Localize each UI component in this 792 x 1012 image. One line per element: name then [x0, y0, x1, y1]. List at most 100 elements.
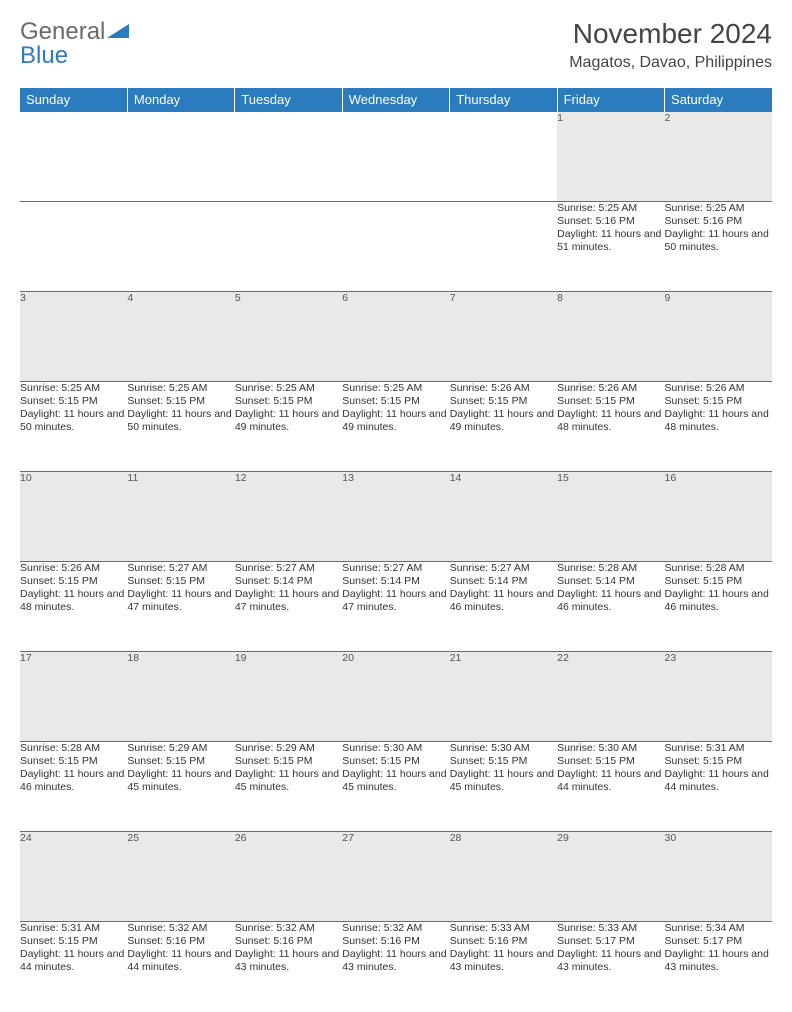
day-number-cell: 5	[235, 292, 342, 382]
sunrise-text: Sunrise: 5:27 AM	[450, 562, 557, 575]
sunrise-text: Sunrise: 5:27 AM	[235, 562, 342, 575]
day-detail: Sunrise: 5:25 AMSunset: 5:15 PMDaylight:…	[127, 382, 234, 435]
day-detail-cell	[20, 202, 127, 292]
daynum-row: 3456789	[20, 292, 772, 382]
day-detail-cell: Sunrise: 5:25 AMSunset: 5:16 PMDaylight:…	[557, 202, 664, 292]
day-detail-cell: Sunrise: 5:25 AMSunset: 5:15 PMDaylight:…	[127, 382, 234, 472]
sunrise-text: Sunrise: 5:32 AM	[342, 922, 449, 935]
daylight-text: Daylight: 11 hours and 47 minutes.	[127, 588, 234, 614]
day-number-cell: 13	[342, 472, 449, 562]
daylight-text: Daylight: 11 hours and 50 minutes.	[665, 228, 772, 254]
day-detail-cell: Sunrise: 5:29 AMSunset: 5:15 PMDaylight:…	[235, 742, 342, 832]
daylight-text: Daylight: 11 hours and 50 minutes.	[127, 408, 234, 434]
daynum-row: 17181920212223	[20, 652, 772, 742]
day-detail-cell: Sunrise: 5:26 AMSunset: 5:15 PMDaylight:…	[20, 562, 127, 652]
sunset-text: Sunset: 5:17 PM	[665, 935, 772, 948]
sunset-text: Sunset: 5:15 PM	[665, 395, 772, 408]
sunset-text: Sunset: 5:16 PM	[450, 935, 557, 948]
brand-part2: Blue	[20, 42, 68, 69]
sunrise-text: Sunrise: 5:25 AM	[665, 202, 772, 215]
day-number-cell: 16	[665, 472, 772, 562]
weekday-header-row: Sunday Monday Tuesday Wednesday Thursday…	[20, 88, 772, 112]
day-detail-cell: Sunrise: 5:33 AMSunset: 5:16 PMDaylight:…	[450, 922, 557, 1012]
day-number-cell: 4	[127, 292, 234, 382]
day-detail-cell: Sunrise: 5:27 AMSunset: 5:14 PMDaylight:…	[450, 562, 557, 652]
daylight-text: Daylight: 11 hours and 45 minutes.	[127, 768, 234, 794]
sunrise-text: Sunrise: 5:34 AM	[665, 922, 772, 935]
daylight-text: Daylight: 11 hours and 48 minutes.	[20, 588, 127, 614]
day-detail-cell: Sunrise: 5:33 AMSunset: 5:17 PMDaylight:…	[557, 922, 664, 1012]
daylight-text: Daylight: 11 hours and 45 minutes.	[342, 768, 449, 794]
day-number-cell: 21	[450, 652, 557, 742]
day-number-cell: 12	[235, 472, 342, 562]
day-detail-cell: Sunrise: 5:25 AMSunset: 5:15 PMDaylight:…	[20, 382, 127, 472]
daylight-text: Daylight: 11 hours and 46 minutes.	[665, 588, 772, 614]
daylight-text: Daylight: 11 hours and 49 minutes.	[235, 408, 342, 434]
day-detail: Sunrise: 5:28 AMSunset: 5:14 PMDaylight:…	[557, 562, 664, 615]
day-detail-cell	[342, 202, 449, 292]
day-detail-cell: Sunrise: 5:27 AMSunset: 5:14 PMDaylight:…	[342, 562, 449, 652]
day-detail: Sunrise: 5:26 AMSunset: 5:15 PMDaylight:…	[665, 382, 772, 435]
day-number-cell: 2	[665, 112, 772, 202]
sunset-text: Sunset: 5:14 PM	[342, 575, 449, 588]
day-number-cell: 26	[235, 832, 342, 922]
sunset-text: Sunset: 5:15 PM	[342, 395, 449, 408]
day-number-cell: 28	[450, 832, 557, 922]
daylight-text: Daylight: 11 hours and 47 minutes.	[235, 588, 342, 614]
dow-thursday: Thursday	[450, 88, 557, 112]
day-number-cell: 9	[665, 292, 772, 382]
daynum-row: 12	[20, 112, 772, 202]
day-number-cell: 3	[20, 292, 127, 382]
day-detail: Sunrise: 5:26 AMSunset: 5:15 PMDaylight:…	[20, 562, 127, 615]
calendar-body: 12Sunrise: 5:25 AMSunset: 5:16 PMDayligh…	[20, 112, 772, 1012]
day-detail: Sunrise: 5:25 AMSunset: 5:15 PMDaylight:…	[342, 382, 449, 435]
day-detail-cell: Sunrise: 5:25 AMSunset: 5:16 PMDaylight:…	[665, 202, 772, 292]
daylight-text: Daylight: 11 hours and 44 minutes.	[20, 948, 127, 974]
day-detail-cell	[235, 202, 342, 292]
dow-friday: Friday	[557, 88, 664, 112]
sunset-text: Sunset: 5:15 PM	[235, 395, 342, 408]
sunset-text: Sunset: 5:14 PM	[235, 575, 342, 588]
sunrise-text: Sunrise: 5:33 AM	[450, 922, 557, 935]
day-detail: Sunrise: 5:28 AMSunset: 5:15 PMDaylight:…	[665, 562, 772, 615]
sunrise-text: Sunrise: 5:25 AM	[557, 202, 664, 215]
sunset-text: Sunset: 5:14 PM	[557, 575, 664, 588]
day-detail-cell: Sunrise: 5:25 AMSunset: 5:15 PMDaylight:…	[342, 382, 449, 472]
sunrise-text: Sunrise: 5:32 AM	[235, 922, 342, 935]
sunrise-text: Sunrise: 5:26 AM	[20, 562, 127, 575]
daynum-row: 24252627282930	[20, 832, 772, 922]
sunset-text: Sunset: 5:16 PM	[127, 935, 234, 948]
sunset-text: Sunset: 5:16 PM	[342, 935, 449, 948]
detail-row: Sunrise: 5:28 AMSunset: 5:15 PMDaylight:…	[20, 742, 772, 832]
sunrise-text: Sunrise: 5:30 AM	[342, 742, 449, 755]
dow-wednesday: Wednesday	[342, 88, 449, 112]
day-number-cell: 1	[557, 112, 664, 202]
brand-part2-wrap: Blue	[20, 42, 68, 70]
day-detail-cell	[127, 202, 234, 292]
logo-triangle-icon	[107, 24, 129, 40]
sunset-text: Sunset: 5:16 PM	[665, 215, 772, 228]
day-detail: Sunrise: 5:32 AMSunset: 5:16 PMDaylight:…	[342, 922, 449, 975]
day-number-cell: 29	[557, 832, 664, 922]
sunset-text: Sunset: 5:15 PM	[342, 755, 449, 768]
sunset-text: Sunset: 5:15 PM	[450, 395, 557, 408]
daylight-text: Daylight: 11 hours and 43 minutes.	[665, 948, 772, 974]
day-detail: Sunrise: 5:32 AMSunset: 5:16 PMDaylight:…	[235, 922, 342, 975]
daylight-text: Daylight: 11 hours and 44 minutes.	[557, 768, 664, 794]
sunrise-text: Sunrise: 5:32 AM	[127, 922, 234, 935]
sunrise-text: Sunrise: 5:25 AM	[235, 382, 342, 395]
sunrise-text: Sunrise: 5:27 AM	[342, 562, 449, 575]
daylight-text: Daylight: 11 hours and 48 minutes.	[665, 408, 772, 434]
daylight-text: Daylight: 11 hours and 43 minutes.	[342, 948, 449, 974]
sunrise-text: Sunrise: 5:31 AM	[665, 742, 772, 755]
day-number-cell: 27	[342, 832, 449, 922]
day-number-cell: 30	[665, 832, 772, 922]
daylight-text: Daylight: 11 hours and 43 minutes.	[557, 948, 664, 974]
sunset-text: Sunset: 5:15 PM	[20, 575, 127, 588]
day-detail: Sunrise: 5:30 AMSunset: 5:15 PMDaylight:…	[450, 742, 557, 795]
page-header: General November 2024 Magatos, Davao, Ph…	[20, 18, 772, 72]
day-number-cell: 8	[557, 292, 664, 382]
day-detail: Sunrise: 5:30 AMSunset: 5:15 PMDaylight:…	[557, 742, 664, 795]
day-detail: Sunrise: 5:29 AMSunset: 5:15 PMDaylight:…	[127, 742, 234, 795]
day-detail-cell: Sunrise: 5:28 AMSunset: 5:15 PMDaylight:…	[20, 742, 127, 832]
